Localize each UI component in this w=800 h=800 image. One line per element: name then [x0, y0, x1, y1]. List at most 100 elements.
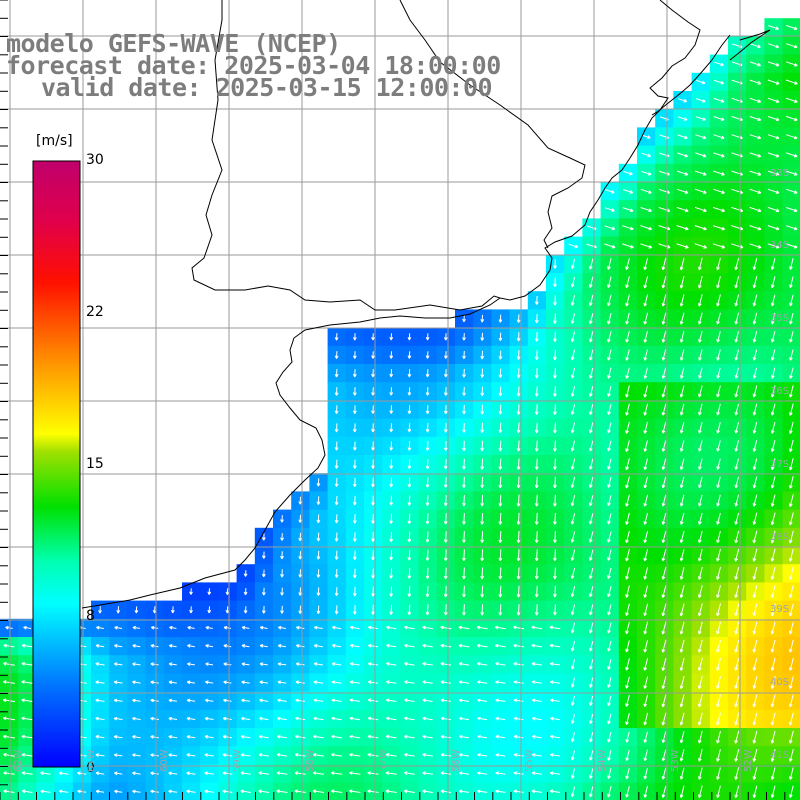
wind-arrow	[404, 680, 415, 685]
wind-arrow	[513, 716, 524, 721]
wind-arrow	[277, 716, 287, 721]
wind-arrow	[676, 206, 689, 213]
wind-arrow	[588, 258, 594, 270]
wind-arrow	[385, 789, 397, 794]
wind-arrow	[550, 680, 560, 685]
wind-arrow	[276, 771, 288, 776]
wind-arrow	[132, 680, 141, 685]
wind-arrow	[607, 750, 612, 761]
wind-arrow	[367, 789, 379, 794]
wind-arrow	[422, 716, 433, 721]
wind-arrow	[425, 351, 430, 359]
wind-arrow	[407, 369, 412, 378]
wind-arrow	[589, 604, 594, 616]
wind-arrow	[21, 789, 33, 794]
wind-arrow	[677, 116, 688, 121]
wind-arrow	[734, 367, 739, 379]
wind-arrow	[334, 496, 339, 506]
wind-arrow	[640, 170, 652, 176]
wind-arrow	[696, 79, 706, 85]
wind-arrow	[312, 771, 324, 775]
wind-arrow	[298, 587, 303, 596]
wind-arrow	[443, 495, 448, 507]
wind-arrow	[607, 640, 612, 652]
wind-arrow	[770, 258, 776, 270]
wind-arrow	[222, 734, 232, 739]
wind-arrow	[477, 716, 488, 721]
wind-arrow	[480, 512, 485, 525]
colorbar-tick-15: 15	[86, 456, 104, 472]
wind-arrow	[713, 152, 725, 158]
wind-arrow	[749, 243, 762, 249]
wind-arrow	[607, 786, 612, 798]
wind-arrow	[607, 458, 612, 470]
wind-arrow	[607, 659, 612, 670]
wind-arrow	[553, 531, 557, 543]
wind-arrow	[312, 753, 324, 757]
wind-arrow	[661, 458, 667, 470]
wind-arrow	[259, 680, 269, 685]
wind-arrow	[752, 440, 758, 452]
wind-arrow	[716, 566, 721, 580]
wind-arrow	[643, 585, 649, 598]
wind-arrow	[477, 662, 488, 666]
wind-arrow	[570, 567, 576, 580]
wind-arrow	[132, 771, 141, 776]
wind-arrow	[589, 695, 594, 706]
wind-arrow	[607, 495, 612, 507]
wind-arrow	[607, 476, 612, 488]
wind-arrow	[443, 531, 448, 543]
wind-arrow	[350, 643, 360, 648]
wind-arrow	[570, 349, 576, 361]
wind-arrow	[389, 550, 394, 561]
wind-arrow	[716, 422, 721, 434]
wind-arrow	[462, 440, 466, 452]
wind-arrow	[334, 550, 339, 560]
wind-arrow	[513, 753, 524, 757]
wind-arrow	[789, 476, 794, 489]
wind-arrow	[625, 421, 630, 434]
wind-arrow	[495, 753, 506, 757]
wind-arrow	[352, 387, 357, 396]
wind-arrow	[679, 749, 685, 762]
wind-arrow	[553, 585, 557, 598]
wind-arrow	[150, 698, 159, 703]
wind-arrow	[607, 331, 612, 343]
wind-arrow	[752, 548, 758, 562]
wind-arrow	[480, 567, 485, 580]
wind-arrow	[770, 331, 776, 343]
wind-arrow	[96, 625, 104, 630]
wind-arrow	[204, 734, 214, 739]
wind-arrow	[679, 676, 685, 690]
wind-arrow	[534, 567, 539, 580]
wind-arrow	[205, 625, 213, 630]
wind-arrow	[443, 585, 448, 598]
wind-arrow	[534, 313, 539, 324]
wind-arrow	[767, 243, 780, 249]
wind-arrow	[771, 367, 776, 379]
wind-arrow	[168, 789, 178, 794]
wind-arrow	[113, 662, 123, 666]
wind-arrow	[661, 440, 667, 452]
wind-arrow	[477, 698, 488, 703]
wind-arrow	[425, 333, 430, 341]
wind-arrow	[734, 730, 740, 744]
wind-arrow	[3, 716, 15, 721]
wind-arrow	[21, 716, 33, 721]
wind-arrow	[316, 569, 321, 578]
wind-arrow	[698, 767, 703, 780]
lon-label-52w: 52W	[743, 749, 754, 772]
wind-arrow	[334, 351, 339, 359]
wind-arrow	[716, 639, 721, 653]
wind-arrow	[425, 604, 430, 616]
wind-arrow	[259, 662, 268, 667]
wind-arrow	[352, 369, 357, 378]
wind-arrow	[261, 551, 266, 559]
wind-arrow	[132, 753, 141, 757]
wind-arrow	[150, 716, 159, 721]
wind-arrow	[677, 134, 688, 140]
wind-arrow	[607, 422, 612, 434]
wind-arrow	[716, 657, 721, 671]
wind-arrow	[498, 368, 503, 378]
